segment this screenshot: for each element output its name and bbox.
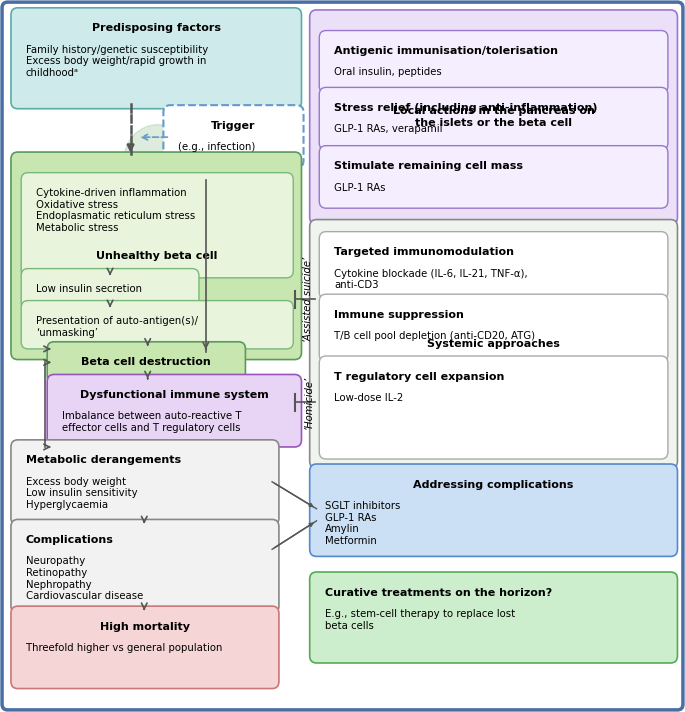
Text: Local actions in the pancreas on
the islets or the beta cell: Local actions in the pancreas on the isl… bbox=[393, 106, 595, 128]
FancyBboxPatch shape bbox=[99, 192, 217, 333]
Text: GLP-1 RAs: GLP-1 RAs bbox=[334, 182, 386, 193]
FancyBboxPatch shape bbox=[11, 440, 279, 525]
Text: Neuropathy
Retinopathy
Nephropathy
Cardiovascular disease: Neuropathy Retinopathy Nephropathy Cardi… bbox=[26, 556, 143, 601]
Text: Family history/genetic susceptibility
Excess body weight/rapid growth in
childho: Family history/genetic susceptibility Ex… bbox=[26, 45, 208, 78]
Text: SGLT inhibitors
GLP-1 RAs
Amylin
Metformin: SGLT inhibitors GLP-1 RAs Amylin Metform… bbox=[325, 501, 400, 546]
FancyBboxPatch shape bbox=[49, 224, 114, 340]
FancyBboxPatch shape bbox=[319, 31, 668, 93]
Text: High mortality: High mortality bbox=[100, 622, 190, 632]
FancyBboxPatch shape bbox=[47, 342, 245, 383]
FancyBboxPatch shape bbox=[21, 173, 293, 278]
FancyBboxPatch shape bbox=[310, 572, 677, 663]
FancyBboxPatch shape bbox=[11, 606, 279, 689]
Text: Excess body weight
Low insulin sensitivity
Hyperglycaemia: Excess body weight Low insulin sensitivi… bbox=[26, 477, 138, 510]
FancyBboxPatch shape bbox=[319, 88, 668, 150]
Text: GLP-1 RAs, verapamil: GLP-1 RAs, verapamil bbox=[334, 125, 443, 135]
Text: Oral insulin, peptides: Oral insulin, peptides bbox=[334, 68, 442, 78]
Text: T/B cell pool depletion (anti-CD20, ATG): T/B cell pool depletion (anti-CD20, ATG) bbox=[334, 331, 536, 341]
FancyBboxPatch shape bbox=[319, 294, 668, 362]
Text: Metabolic derangements: Metabolic derangements bbox=[26, 456, 181, 466]
Text: Cytokine blockade (IL-6, IL-21, TNF-α),
anti-CD3: Cytokine blockade (IL-6, IL-21, TNF-α), … bbox=[334, 268, 528, 290]
Text: Stress relief (including anti-inflammation): Stress relief (including anti-inflammati… bbox=[334, 103, 598, 113]
Text: Unhealthy beta cell: Unhealthy beta cell bbox=[95, 251, 217, 261]
FancyBboxPatch shape bbox=[429, 159, 460, 209]
Text: Predisposing factors: Predisposing factors bbox=[92, 23, 221, 33]
FancyBboxPatch shape bbox=[164, 105, 303, 168]
FancyBboxPatch shape bbox=[99, 310, 157, 501]
FancyBboxPatch shape bbox=[11, 520, 279, 613]
Text: T regulatory cell expansion: T regulatory cell expansion bbox=[334, 372, 505, 382]
Text: Curative treatments on the horizon?: Curative treatments on the horizon? bbox=[325, 587, 552, 597]
Text: Low insulin secretion: Low insulin secretion bbox=[36, 284, 142, 294]
FancyBboxPatch shape bbox=[310, 464, 677, 556]
Text: Trigger: Trigger bbox=[211, 121, 256, 131]
FancyBboxPatch shape bbox=[447, 310, 504, 501]
FancyBboxPatch shape bbox=[386, 310, 444, 501]
FancyBboxPatch shape bbox=[21, 300, 293, 349]
FancyBboxPatch shape bbox=[489, 224, 554, 340]
FancyBboxPatch shape bbox=[386, 192, 505, 333]
Text: Stimulate remaining cell mass: Stimulate remaining cell mass bbox=[334, 162, 523, 172]
Text: Beta cell destruction: Beta cell destruction bbox=[82, 357, 211, 367]
FancyBboxPatch shape bbox=[319, 146, 668, 208]
FancyBboxPatch shape bbox=[319, 231, 668, 299]
Circle shape bbox=[124, 125, 192, 195]
FancyBboxPatch shape bbox=[310, 219, 677, 468]
Text: Cytokine-driven inflammation
Oxidative stress
Endoplasmatic reticulum stress
Met: Cytokine-driven inflammation Oxidative s… bbox=[36, 188, 195, 233]
FancyBboxPatch shape bbox=[319, 356, 668, 459]
Text: Complications: Complications bbox=[26, 535, 114, 545]
Text: Threefold higher vs general population: Threefold higher vs general population bbox=[26, 643, 223, 653]
Text: Antigenic immunisation/tolerisation: Antigenic immunisation/tolerisation bbox=[334, 46, 558, 56]
Text: Targeted immunomodulation: Targeted immunomodulation bbox=[334, 247, 514, 257]
Text: Imbalance between auto-reactive T
effector cells and T regulatory cells: Imbalance between auto-reactive T effect… bbox=[62, 412, 242, 433]
Text: ‘Homicide’: ‘Homicide’ bbox=[303, 376, 313, 429]
FancyBboxPatch shape bbox=[47, 375, 301, 447]
Text: E.g., stem-cell therapy to replace lost
beta cells: E.g., stem-cell therapy to replace lost … bbox=[325, 609, 515, 631]
FancyBboxPatch shape bbox=[11, 8, 301, 109]
FancyBboxPatch shape bbox=[142, 159, 173, 209]
Circle shape bbox=[411, 125, 479, 195]
FancyBboxPatch shape bbox=[201, 224, 267, 340]
Text: ‘Assisted suicide’: ‘Assisted suicide’ bbox=[303, 256, 313, 342]
Text: Dysfunctional immune system: Dysfunctional immune system bbox=[80, 390, 269, 400]
FancyBboxPatch shape bbox=[310, 10, 677, 224]
FancyBboxPatch shape bbox=[11, 152, 301, 360]
Text: Systemic approaches: Systemic approaches bbox=[427, 339, 560, 349]
Text: Presentation of auto-antigen(s)/
‘unmasking’: Presentation of auto-antigen(s)/ ‘unmask… bbox=[36, 316, 198, 337]
Text: Immune suppression: Immune suppression bbox=[334, 310, 464, 320]
FancyBboxPatch shape bbox=[336, 224, 401, 340]
Text: (e.g., infection): (e.g., infection) bbox=[178, 142, 256, 152]
Text: Low-dose IL-2: Low-dose IL-2 bbox=[334, 393, 403, 403]
FancyBboxPatch shape bbox=[21, 268, 199, 310]
Text: Addressing complications: Addressing complications bbox=[413, 480, 574, 490]
FancyBboxPatch shape bbox=[160, 310, 217, 501]
